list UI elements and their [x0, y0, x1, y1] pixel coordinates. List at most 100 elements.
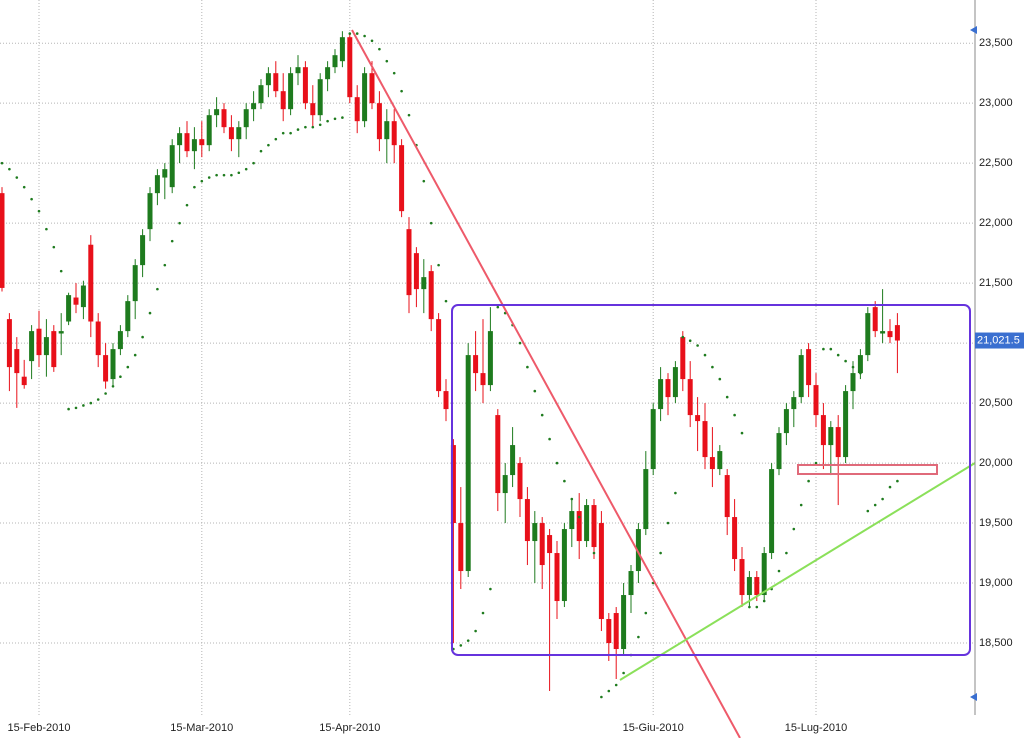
candle-body	[29, 331, 35, 362]
candle-body	[894, 325, 900, 341]
sar-dot	[37, 209, 41, 213]
y-tick-label: 20,500	[979, 397, 1013, 409]
candle-body	[0, 193, 5, 288]
candle-body	[487, 331, 493, 386]
sar-dot	[52, 245, 56, 249]
candle-body	[258, 85, 264, 104]
candle-body	[672, 367, 678, 398]
sar-dot	[355, 32, 359, 35]
sar-dot	[400, 89, 403, 93]
sar-dot	[163, 263, 167, 267]
sar-dot	[859, 371, 862, 375]
x-tick-label: 15-Feb-2010	[8, 722, 71, 734]
candle-body	[717, 451, 723, 470]
candle-body	[702, 421, 708, 458]
candle-body	[709, 457, 715, 470]
support-zone	[797, 464, 938, 475]
y-tick-label: 20,000	[979, 457, 1013, 469]
sar-dot	[82, 404, 85, 407]
sar-dot	[378, 47, 381, 51]
candle-body	[665, 379, 671, 398]
sar-dot	[252, 161, 255, 165]
candle-body	[428, 271, 434, 320]
sar-dot	[696, 344, 699, 347]
sar-dot	[844, 359, 847, 363]
candle-body	[650, 409, 656, 470]
candle-body	[66, 295, 72, 322]
candle-body	[21, 376, 27, 386]
candle-body	[606, 619, 612, 644]
candle-body	[561, 529, 567, 602]
sar-dot	[592, 551, 596, 555]
sar-dot	[570, 497, 574, 501]
candle-body	[302, 67, 308, 104]
candle-body	[872, 307, 878, 332]
candle-body	[746, 577, 752, 596]
candle-body	[162, 169, 168, 178]
sar-dot	[637, 635, 640, 639]
candle-body	[184, 133, 190, 152]
sar-dot	[585, 533, 588, 537]
sar-dot	[437, 263, 440, 267]
sar-dot	[444, 299, 448, 303]
x-tick-label: 15-Apr-2010	[319, 722, 380, 734]
candle-body	[169, 145, 175, 188]
candle-body	[36, 328, 42, 356]
labels: 18,50019,00019,50020,00020,50021,00021,5…	[8, 37, 1024, 734]
sar-dot	[540, 413, 544, 417]
sar-dot	[422, 179, 426, 183]
candle-body	[761, 553, 767, 596]
sar-dot	[533, 389, 537, 393]
candle-body	[591, 505, 597, 548]
sar-dot	[755, 605, 759, 609]
candle-body	[732, 517, 738, 560]
candle-body	[347, 37, 353, 98]
sar-dot	[622, 671, 625, 675]
y-tick-label: 22,000	[979, 217, 1013, 229]
candle-body	[524, 499, 530, 542]
candle-body	[783, 409, 789, 434]
sar-dot	[481, 611, 485, 615]
candle-body	[58, 331, 64, 334]
candle-body	[643, 469, 649, 530]
sar-dot	[74, 406, 78, 410]
candle-body	[532, 523, 538, 542]
sar-dot	[170, 239, 174, 243]
sar-dot	[563, 479, 566, 483]
sar-dot	[577, 515, 581, 519]
candle-body	[554, 553, 560, 602]
sar-dot	[104, 392, 107, 395]
candle-body	[865, 313, 871, 356]
candle-body	[206, 115, 212, 146]
candle-body	[51, 331, 57, 368]
candle-body	[413, 253, 419, 290]
candle-body	[88, 244, 94, 322]
sar-dot	[748, 605, 751, 609]
sar-dot	[807, 479, 810, 483]
sar-dot	[8, 167, 11, 171]
sar-dot	[607, 689, 611, 693]
candle-body	[450, 445, 456, 524]
candle-body	[251, 103, 257, 110]
candle-body	[154, 175, 160, 194]
sar-dot	[178, 221, 181, 225]
candle-body	[850, 373, 856, 392]
sar-dot	[267, 143, 270, 147]
sar-dot	[496, 305, 500, 309]
sar-dot	[666, 521, 670, 525]
candle-body	[140, 235, 146, 266]
sar-dot	[133, 353, 137, 357]
sar-dot	[215, 173, 218, 177]
sar-dot	[59, 269, 63, 273]
sar-dot	[733, 413, 736, 417]
candle-body	[376, 103, 382, 140]
candle-body	[236, 127, 242, 140]
candle-body	[598, 523, 604, 620]
sar-dot	[333, 117, 337, 121]
candle-body	[791, 397, 797, 410]
sar-dot	[866, 509, 870, 513]
candle-body	[857, 355, 863, 374]
sar-dot	[785, 551, 788, 555]
